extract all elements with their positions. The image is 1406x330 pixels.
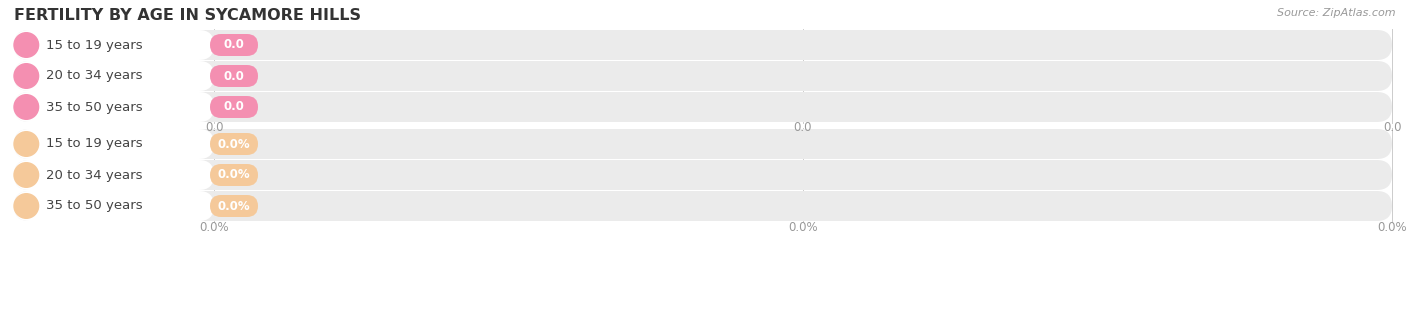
Circle shape	[14, 33, 38, 57]
Text: 0.0: 0.0	[224, 101, 245, 114]
FancyBboxPatch shape	[209, 133, 257, 155]
Text: 0.0%: 0.0%	[218, 138, 250, 150]
Text: 35 to 50 years: 35 to 50 years	[45, 101, 142, 114]
Text: 0.0%: 0.0%	[1378, 221, 1406, 234]
Circle shape	[14, 132, 38, 156]
Circle shape	[14, 163, 38, 187]
Text: Source: ZipAtlas.com: Source: ZipAtlas.com	[1278, 8, 1396, 18]
FancyBboxPatch shape	[14, 191, 214, 221]
Text: 0.0: 0.0	[205, 121, 224, 134]
FancyBboxPatch shape	[14, 61, 1392, 91]
Text: 0.0: 0.0	[1382, 121, 1402, 134]
Text: 15 to 19 years: 15 to 19 years	[45, 39, 142, 51]
FancyBboxPatch shape	[14, 129, 1392, 159]
FancyBboxPatch shape	[14, 61, 214, 91]
Circle shape	[14, 64, 38, 88]
Text: 20 to 34 years: 20 to 34 years	[45, 169, 142, 182]
FancyBboxPatch shape	[209, 164, 257, 186]
Circle shape	[14, 95, 38, 119]
FancyBboxPatch shape	[14, 92, 1392, 122]
Text: 0.0%: 0.0%	[218, 169, 250, 182]
Text: 15 to 19 years: 15 to 19 years	[45, 138, 142, 150]
FancyBboxPatch shape	[209, 65, 257, 87]
FancyBboxPatch shape	[14, 191, 1392, 221]
FancyBboxPatch shape	[14, 30, 214, 60]
FancyBboxPatch shape	[14, 160, 214, 190]
FancyBboxPatch shape	[14, 92, 214, 122]
FancyBboxPatch shape	[209, 34, 257, 56]
Text: 20 to 34 years: 20 to 34 years	[45, 70, 142, 82]
FancyBboxPatch shape	[14, 30, 1392, 60]
Text: 0.0: 0.0	[224, 70, 245, 82]
FancyBboxPatch shape	[14, 129, 214, 159]
Text: 0.0%: 0.0%	[789, 221, 818, 234]
Text: 0.0: 0.0	[794, 121, 813, 134]
Text: 0.0: 0.0	[224, 39, 245, 51]
Text: 35 to 50 years: 35 to 50 years	[45, 200, 142, 213]
Text: 0.0%: 0.0%	[218, 200, 250, 213]
FancyBboxPatch shape	[209, 195, 257, 217]
Text: 0.0%: 0.0%	[200, 221, 229, 234]
FancyBboxPatch shape	[14, 160, 1392, 190]
FancyBboxPatch shape	[209, 96, 257, 118]
Text: FERTILITY BY AGE IN SYCAMORE HILLS: FERTILITY BY AGE IN SYCAMORE HILLS	[14, 8, 361, 23]
Circle shape	[14, 194, 38, 218]
